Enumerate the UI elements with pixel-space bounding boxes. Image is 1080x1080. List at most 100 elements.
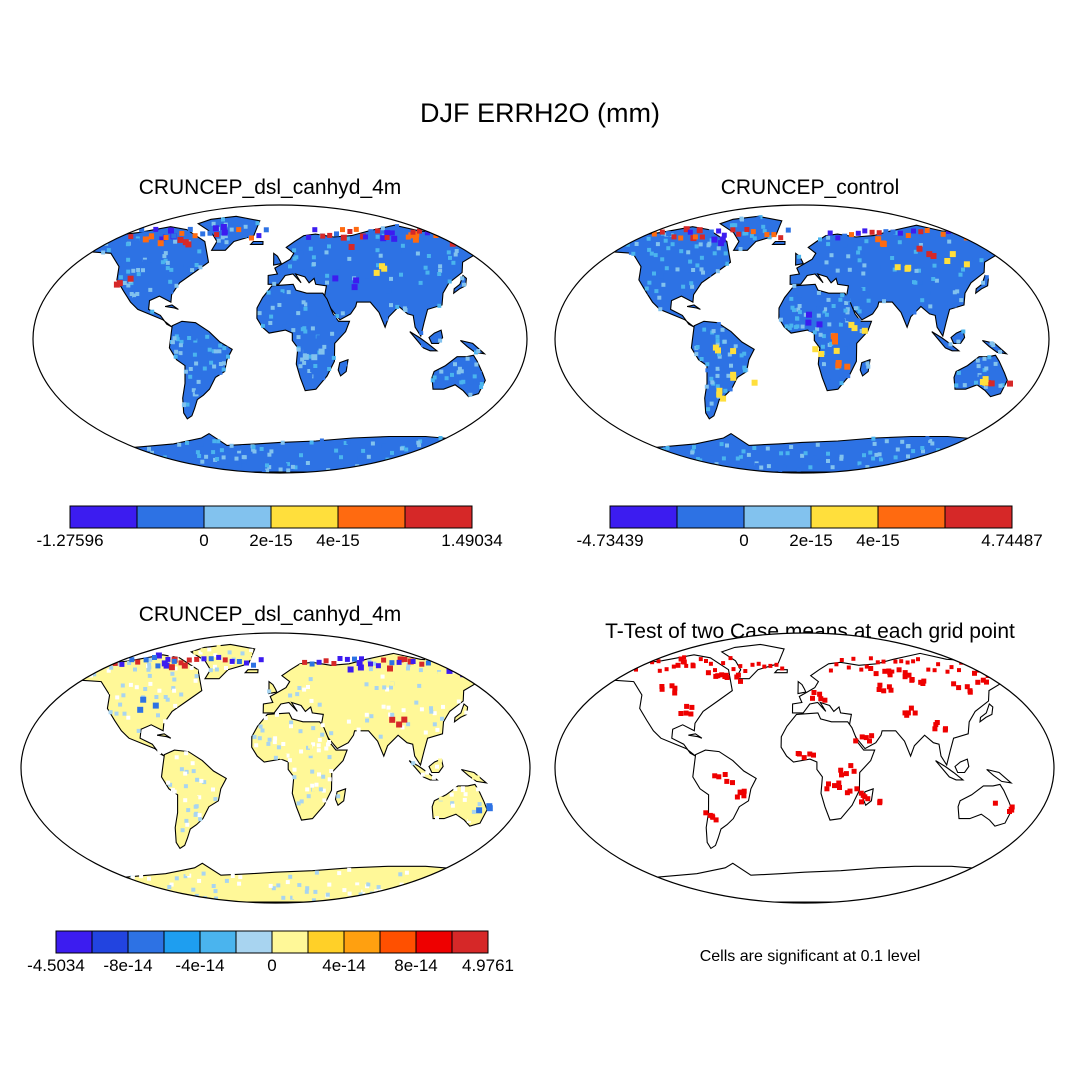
grid-cell bbox=[442, 809, 447, 814]
grid-cell bbox=[280, 440, 285, 445]
grid-cell bbox=[849, 341, 854, 346]
significant-cell bbox=[707, 812, 713, 818]
arctic-cell bbox=[883, 229, 889, 235]
grid-cell bbox=[462, 797, 467, 802]
grid-cell bbox=[276, 745, 281, 750]
grid-cell bbox=[977, 466, 981, 471]
arctic-cell bbox=[639, 228, 645, 234]
grid-cell bbox=[174, 349, 179, 354]
grid-cell bbox=[792, 308, 796, 313]
grid-cell bbox=[854, 449, 859, 454]
extreme-cell bbox=[380, 235, 387, 242]
grid-cell bbox=[435, 665, 440, 670]
grid-cell bbox=[248, 652, 253, 656]
grid-cell bbox=[803, 312, 808, 317]
grid-cell bbox=[237, 881, 242, 886]
colorbar-panel-2: -4.73439 0 2e-15 4e-15 4.74487 bbox=[576, 505, 1043, 550]
arctic-cell bbox=[425, 660, 431, 666]
significant-cell bbox=[992, 800, 998, 806]
grid-cell bbox=[316, 335, 321, 340]
significant-cell bbox=[902, 670, 908, 676]
grid-cell bbox=[414, 700, 419, 705]
grid-cell bbox=[465, 356, 470, 361]
significant-cell bbox=[868, 666, 874, 671]
grid-cell bbox=[454, 897, 458, 902]
significant-cell bbox=[656, 659, 661, 664]
extreme-cell bbox=[486, 803, 493, 810]
grid-cell bbox=[618, 235, 623, 240]
arctic-cell bbox=[87, 655, 93, 661]
grid-cell bbox=[826, 297, 831, 302]
grid-cell bbox=[308, 744, 313, 749]
significance-note: Cells are significant at 0.1 level bbox=[699, 948, 921, 965]
grid-cell bbox=[177, 442, 182, 447]
grid-cell bbox=[717, 354, 722, 359]
grid-cell bbox=[311, 255, 316, 260]
grid-cell bbox=[313, 364, 318, 368]
arctic-cell bbox=[323, 658, 329, 664]
grid-cell bbox=[129, 281, 134, 286]
grid-cell bbox=[824, 317, 829, 322]
grid-cell bbox=[321, 788, 326, 793]
extreme-cell bbox=[751, 379, 758, 386]
grid-cell bbox=[441, 377, 446, 382]
grid-cell bbox=[337, 871, 342, 876]
land-japan bbox=[979, 703, 994, 724]
grid-cell bbox=[918, 243, 923, 247]
grid-cell bbox=[932, 267, 937, 272]
significant-cell bbox=[713, 817, 719, 823]
grid-cell bbox=[864, 239, 869, 244]
grid-cell bbox=[200, 648, 205, 653]
grid-cell bbox=[432, 375, 437, 380]
grid-cell bbox=[449, 792, 454, 797]
significant-cell bbox=[887, 672, 893, 678]
grid-cell bbox=[416, 440, 421, 445]
arctic-cell bbox=[200, 231, 206, 237]
grid-cell bbox=[620, 233, 625, 238]
grid-cell bbox=[437, 272, 442, 276]
significant-cell bbox=[837, 785, 842, 790]
grid-cell bbox=[249, 648, 254, 653]
arctic-cell bbox=[993, 226, 999, 232]
significant-cell bbox=[624, 662, 629, 667]
significant-cell bbox=[859, 667, 864, 672]
grid-cell bbox=[280, 289, 285, 294]
grid-cell bbox=[738, 227, 743, 232]
grid-cell bbox=[179, 767, 184, 772]
grid-cell bbox=[237, 460, 242, 465]
arctic-cell bbox=[155, 663, 161, 669]
grid-cell bbox=[327, 740, 331, 744]
extreme-cell bbox=[806, 311, 812, 318]
grid-cell bbox=[195, 450, 200, 455]
arctic-cell bbox=[309, 661, 315, 667]
grid-cell bbox=[218, 362, 223, 366]
arctic-cell bbox=[405, 234, 411, 240]
grid-cell bbox=[381, 443, 386, 448]
grid-cell bbox=[715, 269, 720, 274]
colorbar-tick-label: 4e-15 bbox=[856, 531, 899, 550]
grid-cell bbox=[789, 445, 794, 449]
grid-cell bbox=[234, 895, 239, 900]
grid-cell bbox=[266, 741, 271, 746]
grid-cell bbox=[297, 883, 302, 888]
grid-cell bbox=[707, 241, 712, 246]
grid-cell bbox=[241, 455, 246, 460]
land-greenland bbox=[720, 643, 785, 680]
grid-cell bbox=[647, 247, 652, 252]
grid-cell bbox=[704, 384, 709, 389]
grid-cell bbox=[184, 818, 189, 823]
grid-cell bbox=[660, 465, 665, 469]
grid-cell bbox=[660, 257, 665, 262]
grid-cell bbox=[479, 239, 484, 244]
grid-cell bbox=[419, 458, 424, 463]
grid-cell bbox=[165, 260, 170, 265]
significant-cell bbox=[902, 674, 908, 680]
grid-cell bbox=[613, 454, 618, 459]
grid-cell bbox=[368, 667, 373, 672]
grid-cell bbox=[808, 465, 813, 470]
extreme-cell bbox=[816, 321, 823, 328]
grid-cell bbox=[211, 884, 216, 888]
grid-cell bbox=[336, 794, 341, 799]
arctic-cell bbox=[340, 227, 345, 233]
grid-cell bbox=[151, 668, 156, 673]
